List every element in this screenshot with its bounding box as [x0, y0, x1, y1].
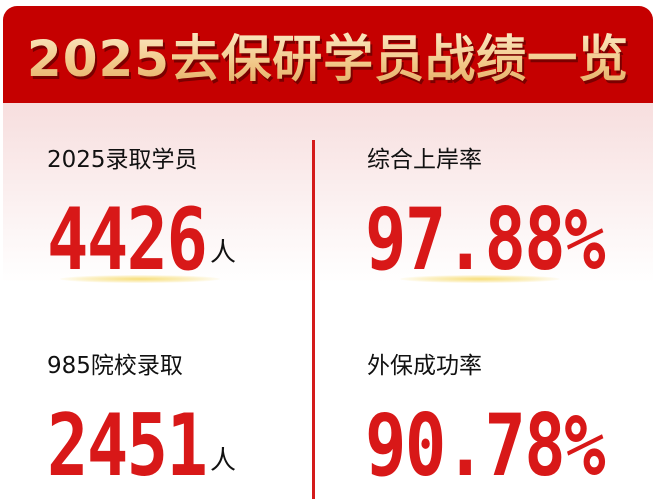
divider [312, 140, 315, 499]
glow-decoration [60, 275, 220, 283]
stat-label: 外保成功率 [367, 353, 482, 379]
glow-decoration [400, 275, 560, 283]
stat-unit: 人 [210, 238, 237, 268]
stat-985: 985院校录取 [47, 346, 183, 380]
stat-unit: 人 [210, 446, 237, 476]
stat-value: 2451 [47, 396, 208, 496]
header-banner: 2025去保研学员战绩一览 [3, 6, 653, 103]
stat-label: 综合上岸率 [367, 147, 482, 173]
stat-overall-rate: 综合上岸率 [367, 140, 482, 174]
stat-label: 2025录取学员 [47, 147, 198, 173]
stat-label: 985院校录取 [47, 353, 183, 379]
stat-value: 4426 [47, 190, 208, 290]
stat-value: 97.88% [365, 190, 606, 290]
background-band [3, 103, 653, 283]
page-title: 2025去保研学员战绩一览 [27, 19, 629, 91]
stat-admitted: 2025录取学员 [47, 140, 198, 174]
stat-value: 90.78% [365, 396, 606, 496]
stat-external-rate: 外保成功率 [367, 346, 482, 380]
